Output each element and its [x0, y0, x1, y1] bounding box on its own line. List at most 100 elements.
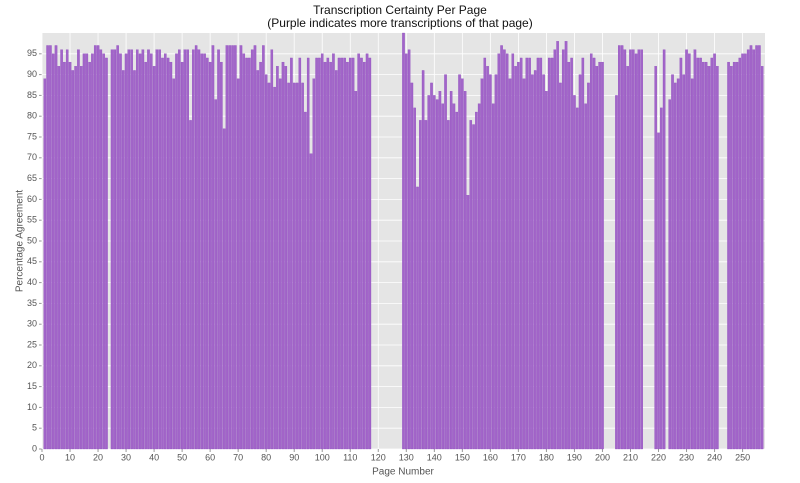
- bar: [262, 45, 265, 450]
- bar: [519, 57, 523, 450]
- y-tick-label: 55: [27, 215, 37, 225]
- bar: [166, 57, 170, 450]
- bar: [71, 70, 75, 450]
- x-tick-label: 50: [177, 452, 187, 462]
- x-tick-label: 120: [371, 452, 386, 462]
- bar: [469, 120, 473, 450]
- bar: [121, 70, 125, 450]
- bar: [96, 45, 100, 450]
- bar: [525, 57, 529, 450]
- bar: [116, 45, 119, 450]
- bar: [679, 57, 683, 450]
- x-tick-label: 0: [39, 452, 44, 462]
- bar: [466, 195, 470, 450]
- bar: [662, 49, 666, 450]
- bar: [276, 66, 279, 450]
- bar: [533, 70, 537, 450]
- y-tick-label: 30: [27, 319, 37, 329]
- bar: [360, 57, 363, 450]
- bar: [760, 66, 764, 450]
- bar: [264, 74, 268, 450]
- bar: [402, 32, 405, 450]
- bar: [85, 53, 89, 450]
- y-tick-label: 25: [27, 339, 37, 349]
- bar: [267, 82, 271, 450]
- bar: [102, 53, 105, 450]
- bar: [150, 53, 153, 450]
- bar: [292, 82, 296, 450]
- y-tick-label: 20: [27, 360, 37, 370]
- bar: [236, 78, 240, 450]
- bar: [741, 53, 744, 450]
- bar: [77, 49, 80, 450]
- bar: [88, 61, 91, 450]
- bar: [169, 61, 173, 450]
- bar: [99, 49, 103, 450]
- bar: [250, 49, 254, 450]
- bar: [581, 57, 585, 450]
- bar: [354, 91, 358, 450]
- bar: [281, 61, 285, 450]
- bar: [253, 45, 257, 450]
- bar: [713, 53, 716, 450]
- bar: [542, 74, 545, 450]
- y-tick-label: 0: [32, 443, 37, 453]
- bar: [186, 49, 189, 450]
- bar: [475, 111, 478, 450]
- bar: [730, 66, 733, 450]
- x-tick-label: 250: [735, 452, 750, 462]
- bar: [559, 82, 562, 450]
- bar: [203, 53, 206, 450]
- y-tick-label: 40: [27, 277, 37, 287]
- bar: [82, 53, 86, 450]
- bar: [561, 49, 565, 450]
- bar: [472, 124, 475, 450]
- bar: [553, 49, 557, 450]
- bar: [578, 74, 582, 450]
- bar: [405, 53, 408, 450]
- bar: [584, 103, 587, 450]
- bar: [699, 57, 702, 450]
- bar: [119, 53, 122, 450]
- bar: [688, 53, 691, 450]
- bar: [152, 66, 156, 450]
- bar: [489, 74, 492, 450]
- bar: [444, 74, 447, 450]
- bar: [419, 120, 422, 450]
- x-tick-label: 150: [455, 452, 470, 462]
- bar: [744, 53, 747, 450]
- bar: [497, 53, 501, 450]
- bar: [357, 53, 360, 450]
- bar: [536, 57, 540, 450]
- bar: [273, 86, 276, 450]
- bar: [332, 53, 335, 450]
- bar: [155, 49, 159, 450]
- bar: [573, 95, 576, 450]
- bar: [657, 132, 660, 450]
- bar: [531, 74, 534, 450]
- bar: [693, 49, 697, 450]
- bar: [309, 153, 313, 450]
- bar: [623, 49, 627, 450]
- bar: [671, 74, 674, 450]
- x-tick-label: 110: [343, 452, 357, 462]
- bar: [270, 49, 274, 450]
- bar: [189, 120, 192, 450]
- bar: [214, 99, 218, 450]
- bar: [564, 41, 568, 450]
- bar: [427, 95, 430, 450]
- bar: [228, 45, 232, 450]
- bar: [704, 61, 708, 450]
- x-tick-label: 60: [205, 452, 215, 462]
- bar: [161, 57, 164, 450]
- bar: [732, 61, 736, 450]
- y-tick-label: 50: [27, 235, 37, 245]
- y-tick-label: 90: [27, 69, 37, 79]
- bar: [130, 49, 133, 450]
- bar: [206, 57, 209, 450]
- bar: [54, 45, 58, 450]
- bar: [301, 82, 304, 450]
- x-tick-label: 30: [121, 452, 131, 462]
- y-tick-label: 85: [27, 90, 37, 100]
- bar: [231, 45, 234, 450]
